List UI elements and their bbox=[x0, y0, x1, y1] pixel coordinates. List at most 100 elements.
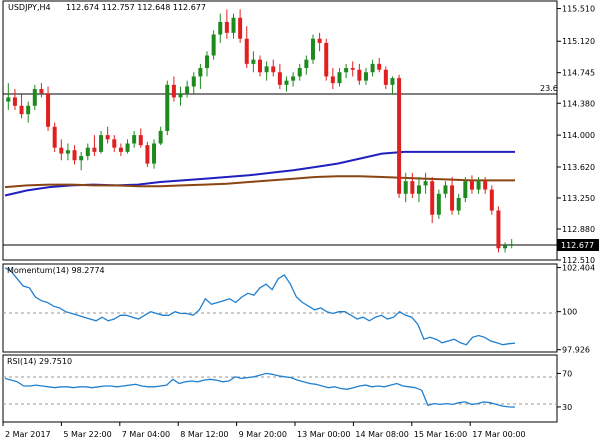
candle-body bbox=[496, 210, 501, 249]
candle bbox=[65, 143, 70, 161]
rsi-line bbox=[4, 372, 516, 408]
candle-body bbox=[218, 21, 223, 35]
candle-body bbox=[324, 42, 329, 77]
candle bbox=[324, 38, 329, 81]
price-tick-label: 113.620 bbox=[562, 163, 595, 172]
candle-body bbox=[304, 59, 309, 69]
candle bbox=[377, 57, 382, 73]
candle-body bbox=[85, 147, 90, 157]
candlesticks bbox=[6, 9, 514, 253]
candle bbox=[138, 128, 143, 148]
momentum-panel-frame bbox=[2, 263, 558, 353]
candle bbox=[191, 72, 196, 94]
candle bbox=[509, 239, 514, 249]
momentum-panel[interactable]: Momentum(14) 98.2774 102.404 100 97.926 bbox=[2, 263, 595, 355]
indicator-tick-label: 70 bbox=[562, 369, 572, 378]
candle bbox=[244, 26, 249, 69]
indicator-tick-label: 100 bbox=[562, 308, 577, 317]
candle-body bbox=[317, 38, 322, 43]
candle bbox=[198, 63, 203, 90]
candle-body bbox=[397, 78, 402, 194]
candle bbox=[423, 172, 428, 194]
candle-body bbox=[112, 139, 117, 148]
candle bbox=[152, 139, 157, 169]
candle-body bbox=[363, 72, 368, 81]
candle bbox=[19, 93, 24, 119]
candle-body bbox=[52, 126, 57, 148]
candle bbox=[403, 172, 408, 203]
candle-body bbox=[12, 97, 17, 106]
candle bbox=[383, 66, 388, 90]
candle bbox=[436, 189, 441, 219]
candle bbox=[397, 74, 402, 198]
candle bbox=[251, 51, 256, 73]
candle-body bbox=[443, 185, 448, 194]
candle-body bbox=[337, 72, 342, 84]
candle bbox=[463, 177, 468, 203]
candle bbox=[92, 135, 97, 157]
candle bbox=[72, 145, 77, 165]
rsi-panel[interactable]: RSI(14) 29.7510 70 30 bbox=[2, 354, 572, 423]
moving-averages bbox=[4, 150, 515, 197]
candle bbox=[410, 172, 415, 198]
candle-body bbox=[350, 68, 355, 70]
candle bbox=[450, 177, 455, 215]
candle bbox=[158, 126, 163, 146]
candle-body bbox=[476, 181, 481, 190]
price-panel[interactable]: 23.6 USDJPY,H4 112.674 112.757 112.648 1… bbox=[2, 0, 599, 265]
candle-body bbox=[46, 93, 51, 127]
candle bbox=[118, 143, 123, 157]
candle-body bbox=[132, 135, 137, 144]
candle bbox=[363, 68, 368, 85]
candle bbox=[125, 139, 130, 154]
candle bbox=[337, 68, 342, 87]
candle bbox=[145, 141, 150, 167]
candle bbox=[224, 9, 229, 39]
candle-body bbox=[370, 63, 375, 73]
candle-body bbox=[125, 143, 130, 152]
candle-body bbox=[191, 76, 196, 87]
moving-average-line bbox=[4, 175, 515, 189]
time-tick-label: 2 Mar 2017 bbox=[5, 430, 51, 439]
price-tick-label: 114.745 bbox=[562, 69, 595, 78]
candle-body bbox=[238, 17, 243, 39]
candle-body bbox=[271, 66, 276, 73]
time-tick-label: 14 Mar 08:00 bbox=[355, 430, 408, 439]
indicator-line bbox=[4, 372, 516, 408]
candle-body bbox=[152, 143, 157, 164]
candle-body bbox=[423, 181, 428, 186]
candle bbox=[291, 72, 296, 87]
candle-body bbox=[509, 244, 514, 246]
candle bbox=[12, 89, 17, 110]
rsi-label: RSI(14) 29.7510 bbox=[7, 357, 72, 366]
candle-body bbox=[284, 80, 289, 85]
candle bbox=[284, 76, 289, 92]
candle bbox=[304, 55, 309, 75]
candle bbox=[112, 135, 117, 152]
candle-body bbox=[503, 245, 508, 249]
candle-body bbox=[416, 185, 421, 194]
candle bbox=[456, 193, 461, 215]
candle-body bbox=[483, 181, 488, 190]
candle-body bbox=[26, 105, 31, 115]
candle bbox=[277, 63, 282, 90]
candle bbox=[264, 61, 269, 81]
price-panel-frame bbox=[2, 0, 558, 261]
price-tick-label: 114.000 bbox=[562, 131, 595, 140]
candle bbox=[59, 139, 64, 161]
candle bbox=[496, 206, 501, 253]
candle-body bbox=[377, 63, 382, 70]
candle-body bbox=[59, 147, 64, 154]
candle bbox=[476, 177, 481, 194]
candle-body bbox=[344, 68, 349, 73]
candle bbox=[238, 9, 243, 43]
rsi-axis: 70 30 bbox=[557, 369, 572, 412]
candle bbox=[178, 86, 183, 106]
candle-body bbox=[277, 72, 282, 85]
time-tick-label: 5 Mar 22:00 bbox=[63, 430, 111, 439]
candle-body bbox=[178, 93, 183, 98]
candle-body bbox=[145, 145, 150, 164]
candle bbox=[99, 130, 104, 154]
candle bbox=[32, 84, 37, 110]
